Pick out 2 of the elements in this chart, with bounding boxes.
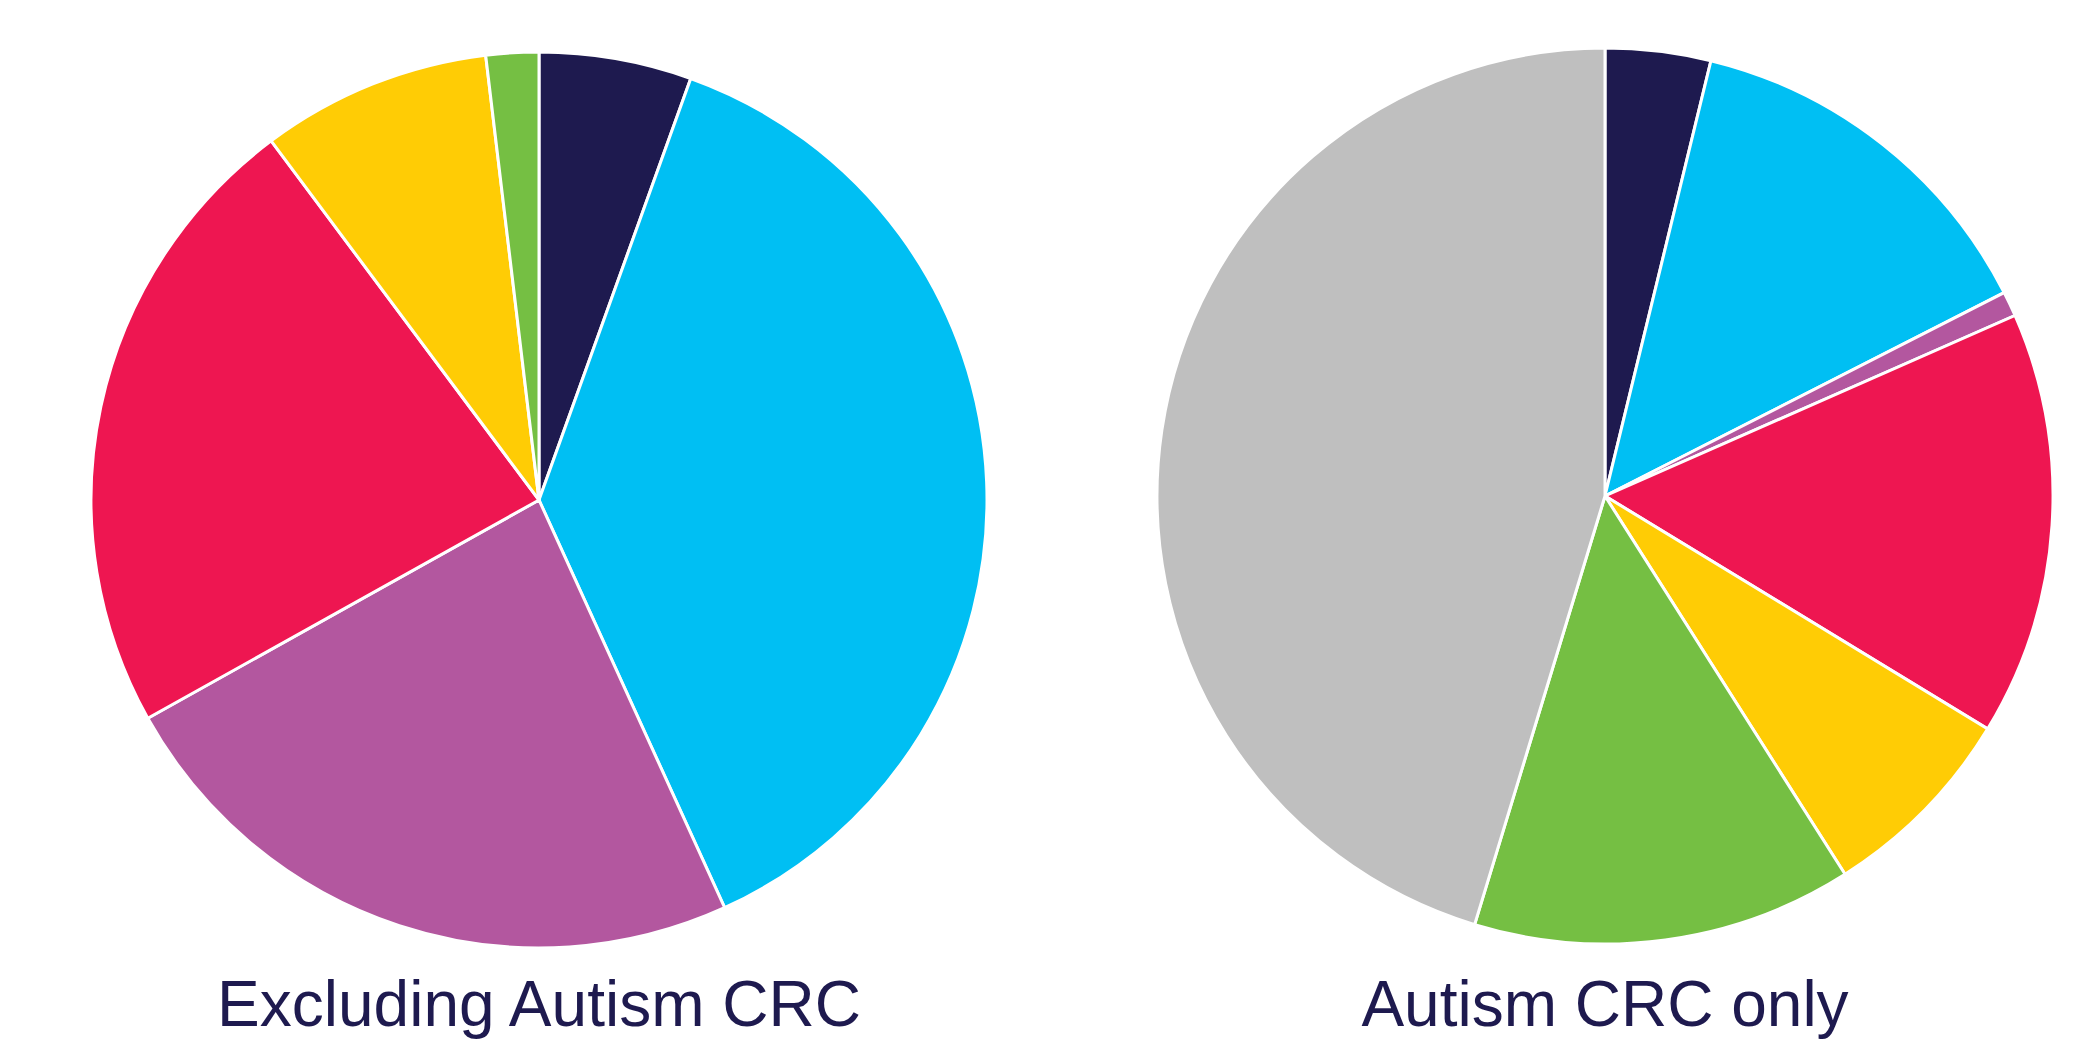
- text: Autism CRC only: [1361, 968, 1849, 1040]
- text: Excluding Autism CRC: [217, 968, 861, 1040]
